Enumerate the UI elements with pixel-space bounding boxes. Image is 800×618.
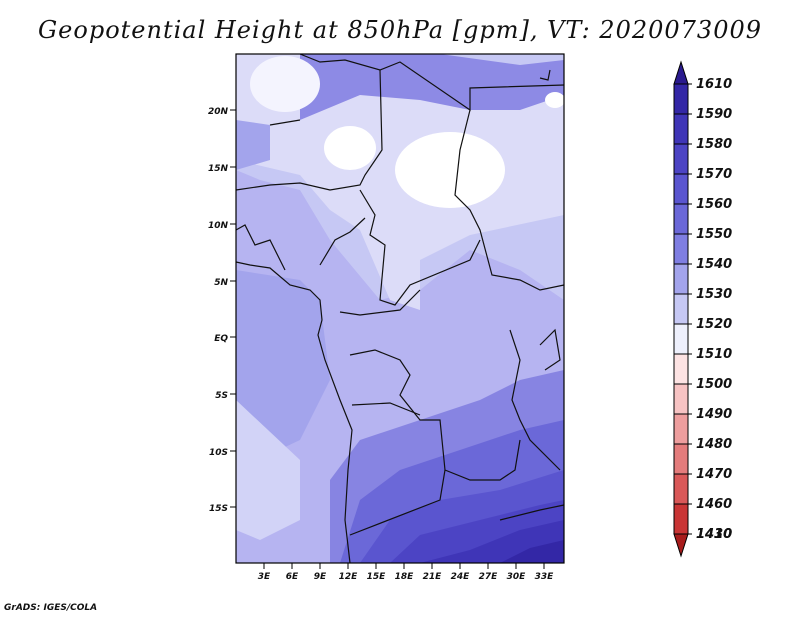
lon-label-27e: 27E — [479, 572, 499, 582]
grads-credit: GrADS: IGES/COLA — [4, 603, 98, 613]
colorbar-swatch — [673, 173, 689, 205]
colorbar-swatch — [673, 383, 689, 415]
colorbar-swatch — [673, 83, 689, 115]
lat-label-5s: 5S — [215, 391, 228, 401]
colorbar-label: 1510 — [696, 347, 732, 362]
colorbar-swatch — [673, 413, 689, 445]
colorbar-label: 1560 — [696, 197, 732, 212]
lat-label-10s: 10S — [209, 448, 228, 458]
colorbar-labels: 1610 1590 1580 1570 1560 1550 1540 1530 1520 1510… — [696, 77, 732, 542]
lon-label-33e: 33E — [535, 572, 555, 582]
colorbar-label: 1500 — [696, 377, 732, 392]
latitude-axis: 20N 15N 10N 5N EQ 5S 10S 15S — [208, 107, 236, 514]
height-field — [236, 54, 565, 563]
colorbar-label: 1530 — [696, 287, 732, 302]
colorbar-label: 1410 — [696, 527, 732, 542]
colorbar-swatches — [673, 60, 692, 558]
lon-label-9e: 9E — [314, 572, 327, 582]
colorbar-label: 1460 — [696, 497, 732, 512]
colorbar-swatch — [673, 263, 689, 295]
lat-label-5n: 5N — [214, 278, 228, 288]
colorbar-swatch — [673, 473, 689, 505]
lon-label-12e: 12E — [339, 572, 359, 582]
colorbar-swatch — [673, 443, 689, 475]
colorbar-top-triangle — [673, 60, 689, 85]
lat-label-15s: 15S — [209, 504, 228, 514]
lon-label-3e: 3E — [258, 572, 271, 582]
chart-title: Geopotential Height at 850hPa [gpm], VT:… — [38, 16, 762, 44]
lat-label-15n: 15N — [208, 164, 229, 174]
colorbar-label: 1550 — [696, 227, 732, 242]
colorbar-bottom-triangle — [673, 533, 689, 558]
colorbar-swatch — [673, 323, 689, 355]
lat-label-10n: 10N — [208, 221, 229, 231]
colorbar-label: 1540 — [696, 257, 732, 272]
lat-label-eq: EQ — [214, 334, 228, 344]
colorbar-label: 1580 — [696, 137, 732, 152]
colorbar-label: 1610 — [696, 77, 732, 92]
lon-label-30e: 30E — [507, 572, 527, 582]
colorbar-label: 1430 — [696, 527, 732, 542]
lat-label-20n: 20N — [208, 107, 229, 117]
colorbar-swatch — [673, 143, 689, 175]
colorbar-label: 1490 — [696, 407, 732, 422]
longitude-axis: 3E 6E 9E 12E 15E 18E 21E 24E 27E 30E 33E — [258, 563, 554, 582]
colorbar-label: 1570 — [696, 167, 732, 182]
lon-label-21e: 21E — [423, 572, 443, 582]
colorbar-swatch — [673, 353, 689, 385]
colorbar-label: 1520 — [696, 317, 732, 332]
colorbar-swatch — [673, 203, 689, 235]
colorbar-swatch — [673, 293, 689, 325]
colorbar-swatch — [673, 113, 689, 145]
lon-label-18e: 18E — [395, 572, 415, 582]
colorbar-swatch — [673, 503, 689, 535]
colorbar-label: 1470 — [696, 467, 732, 482]
country-borders — [235, 53, 565, 564]
map-frame — [235, 53, 565, 564]
lon-label-6e: 6E — [286, 572, 299, 582]
colorbar-label: 1590 — [696, 107, 732, 122]
colorbar-swatch — [673, 233, 689, 265]
low-height-blob — [250, 56, 320, 112]
lon-label-24e: 24E — [451, 572, 471, 582]
colorbar-label: 1480 — [696, 437, 732, 452]
lon-label-15e: 15E — [367, 572, 387, 582]
